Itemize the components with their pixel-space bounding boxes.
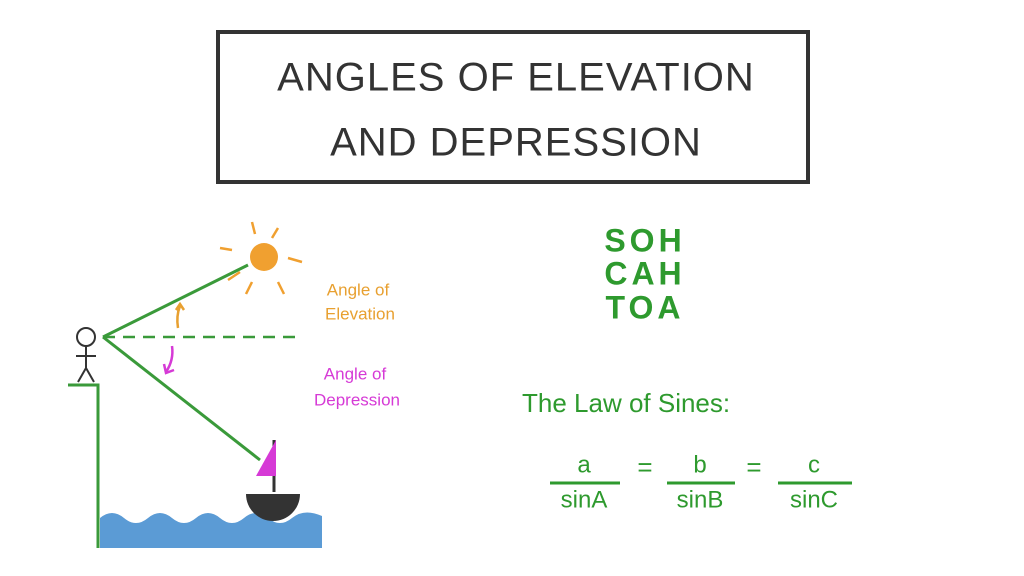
title-line: AND DEPRESSION: [330, 121, 702, 165]
mnemonic: CAH: [604, 255, 685, 291]
elevation-label: Elevation: [325, 304, 395, 323]
denominator: sinC: [790, 486, 838, 513]
depression-label: Angle of: [324, 364, 387, 383]
illustration: Angle of Elevation Angle of Depression: [68, 221, 400, 548]
elevation-arrow: [174, 301, 186, 329]
title-line: ANGLES OF ELEVATION: [277, 56, 755, 100]
equals: =: [746, 452, 761, 482]
numerator: c: [808, 451, 820, 478]
sun: [250, 243, 278, 271]
mnemonic: TOA: [606, 289, 685, 325]
cliff: [68, 383, 100, 548]
numerator: b: [693, 451, 706, 478]
denominator: sinB: [677, 486, 724, 513]
elevation-line: [102, 263, 249, 339]
numerator: a: [577, 451, 591, 478]
sun-rays: [219, 221, 303, 295]
elevation-label: Angle of: [327, 280, 390, 299]
equals: =: [637, 452, 652, 482]
depression-line: [102, 335, 261, 462]
title-box: [216, 30, 810, 184]
mnemonic: SOH: [604, 222, 685, 258]
depression-arrow: [162, 345, 175, 375]
flag: [256, 440, 276, 476]
law-heading: The Law of Sines:: [522, 388, 730, 418]
denominator: sinA: [561, 486, 608, 513]
boat-hull: [246, 494, 300, 521]
stick-figure-head: [76, 327, 96, 347]
stick-figure-body: [76, 346, 96, 383]
depression-label: Depression: [314, 390, 400, 409]
water: [100, 512, 322, 548]
